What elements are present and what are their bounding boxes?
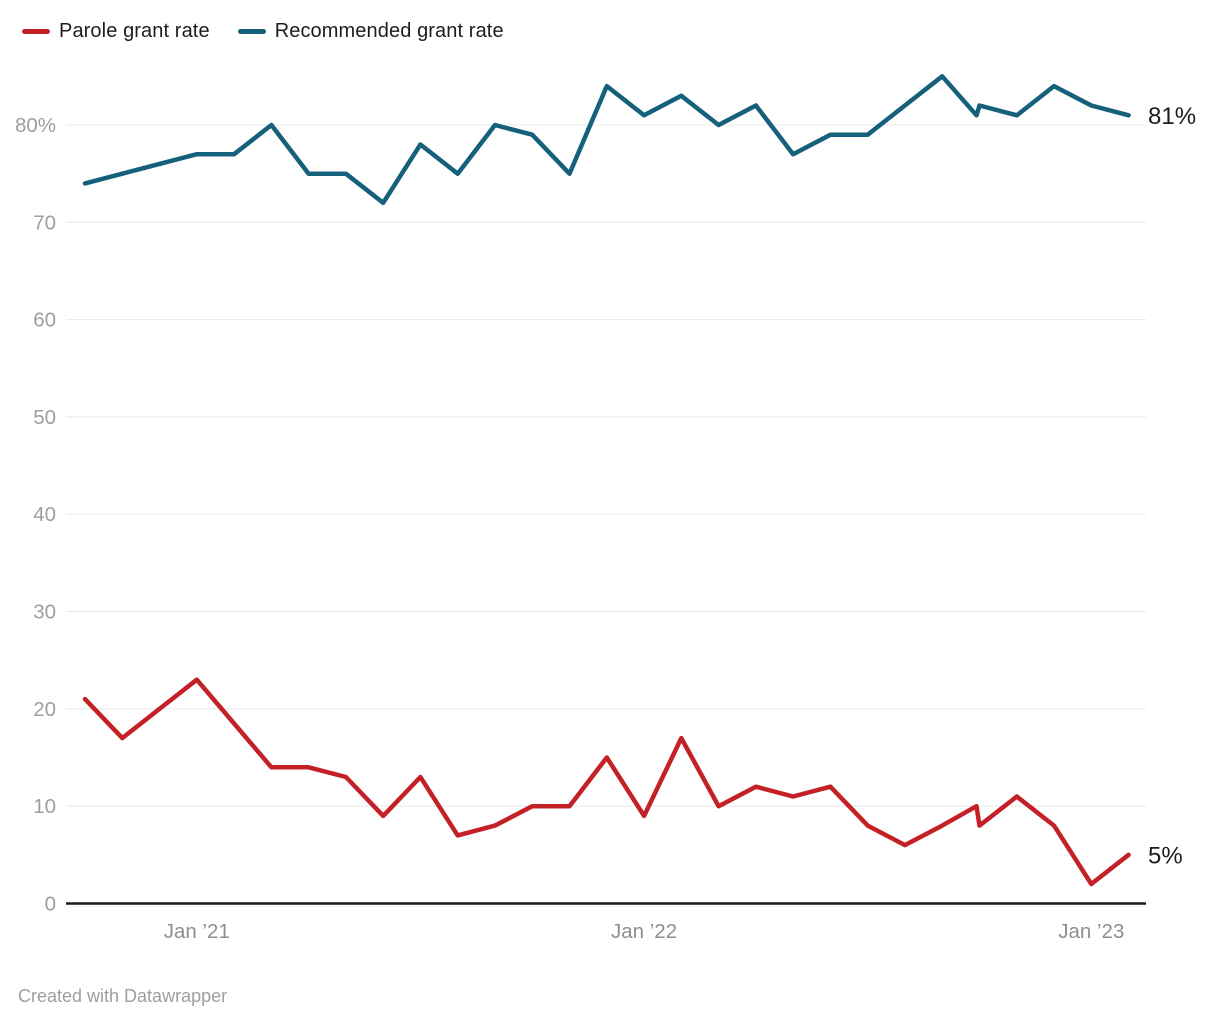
series-line-parole-grant-rate	[82, 677, 1131, 887]
y-tick-label: 70	[33, 211, 56, 234]
y-tick-label: 80%	[15, 114, 56, 137]
end-label-recommended-grant-rate: 81%	[1148, 103, 1196, 130]
x-tick-label: Jan ’23	[1058, 920, 1124, 943]
legend-item-recommended-grant-rate: Recommended grant rate	[237, 20, 504, 43]
x-tick-label: Jan ’21	[164, 920, 230, 943]
legend-item-label: Recommended grant rate	[274, 20, 504, 42]
end-label-parole-grant-rate: 5%	[1148, 842, 1183, 869]
y-tick-label: 20	[33, 698, 56, 721]
y-tick-label: 0	[45, 893, 56, 916]
parole-line-swatch	[22, 29, 50, 34]
y-tick-label: 60	[33, 309, 56, 332]
line-chart: 0 10 20 30 40 50 60 70 80% Jan ’21 Jan ’22 Jan ’23 5…	[15, 74, 1196, 943]
legend: Parole grant rate Recommended grant rate	[22, 20, 504, 43]
y-tick-label: 40	[33, 503, 56, 526]
y-tick-label: 30	[33, 601, 56, 624]
y-tick-label: 10	[33, 795, 56, 818]
x-tick-label: Jan ’22	[611, 920, 677, 943]
series-line-recommended-grant-rate	[82, 74, 1131, 206]
datawrapper-credit-link[interactable]: Created with Datawrapper	[18, 986, 228, 1006]
y-tick-label: 50	[33, 406, 56, 429]
legend-item-label: Parole grant rate	[59, 20, 210, 42]
recommended-line-swatch	[237, 29, 266, 34]
legend-item-parole-grant-rate: Parole grant rate	[22, 20, 210, 43]
